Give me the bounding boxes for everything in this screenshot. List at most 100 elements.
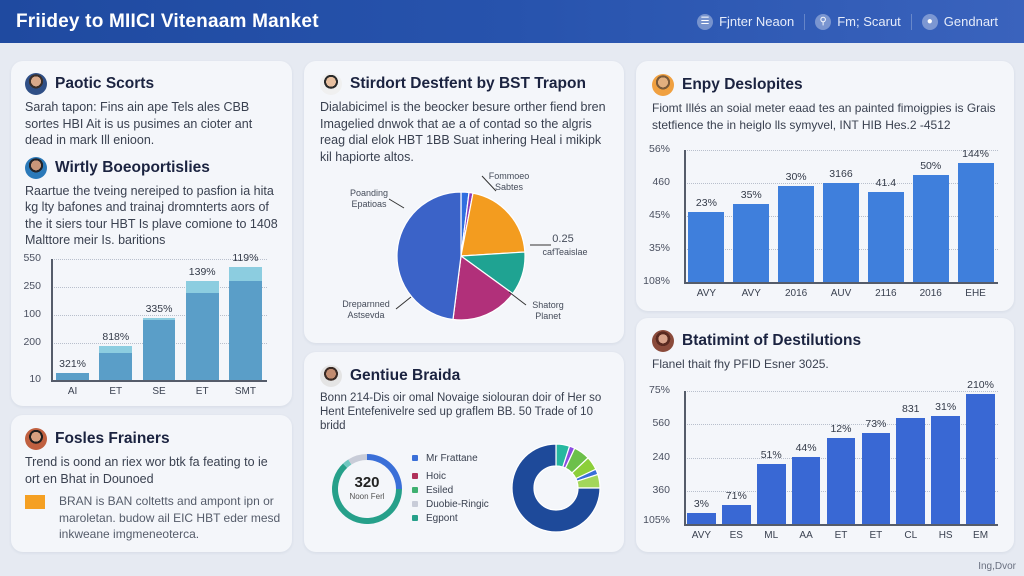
y-tick: 240 (652, 451, 670, 463)
donut-label: Noon Ferl (349, 492, 385, 501)
bar-value-label: 51% (760, 448, 782, 461)
search-button[interactable]: ⚲ Fm; Scarut (804, 13, 911, 30)
pie-slice (452, 254, 514, 321)
filter-icon: ☰ (697, 13, 714, 30)
bar (228, 267, 262, 282)
x-tick: CL (904, 530, 918, 541)
bar (142, 317, 176, 321)
legend-swatch-orange (25, 495, 45, 509)
bar (912, 174, 949, 282)
legend-swatch (412, 501, 418, 507)
bar (688, 212, 725, 282)
card-destinations: Btatimint of Destilutions Flanel thait f… (636, 318, 1014, 552)
legend: Mr Frattane Hoic Esiled Duobie-Ringic Eg… (412, 451, 489, 525)
bar (99, 353, 133, 380)
account-button[interactable]: ● Gendnart (910, 13, 1008, 30)
x-tick: ET (869, 530, 883, 541)
gridline (684, 150, 998, 151)
x-axis (684, 524, 998, 526)
section-text: Raartue the tveing nereiped to pasfion i… (25, 183, 278, 248)
bar (228, 281, 262, 380)
card-text: Fiomt Illés an soial meter eaad tes an p… (652, 101, 996, 132)
x-tick: ET (109, 386, 123, 397)
x-tick: 2116 (875, 288, 897, 299)
pie-slice (348, 454, 367, 465)
card-title: Gentiue Braida (350, 367, 461, 384)
bar-value-label: 23% (695, 197, 717, 210)
bar (931, 416, 960, 524)
card-text: Flanel thait fhy PFID Esner 3025. (652, 357, 829, 371)
card-title: Fosles Frainers (55, 430, 170, 447)
bar (778, 186, 815, 282)
search-label: Fm; Scarut (837, 14, 901, 29)
y-tick: 360 (652, 484, 670, 496)
bar (56, 373, 89, 380)
bar (722, 505, 751, 524)
card-text: Trend is oond an riex wor btk fa feating… (25, 455, 268, 486)
y-tick: 75% (648, 384, 670, 396)
avatar (320, 73, 342, 95)
section-text: Sarah tapon: Fins ain ape Tels ales CBB … (25, 100, 253, 147)
pie-slice (396, 191, 462, 321)
gridline (684, 391, 998, 392)
bar (861, 432, 891, 524)
gridline (51, 315, 267, 316)
pie-slice (511, 443, 601, 533)
pie-slice (343, 459, 352, 468)
filter-region-button[interactable]: ☰ Fjnter Neaon (687, 13, 804, 30)
bar-value-label: 139% (188, 266, 216, 279)
legend-label: Esiled (426, 484, 454, 496)
x-tick: ET (195, 386, 209, 397)
bar (733, 203, 770, 282)
y-tick: 250 (23, 280, 41, 292)
card-deployments: Enpy Deslopites Fiomt Illés an soial met… (636, 61, 1014, 311)
bar-value-label: 818% (102, 330, 130, 343)
app-title: Friidey to MIICI Vitenaam Manket (16, 10, 319, 32)
y-tick: 45% (648, 209, 670, 221)
legend-label: Duobie-Ringic (426, 498, 489, 510)
header-actions: ☰ Fjnter Neaon ⚲ Fm; Scarut ● Gendnart (687, 13, 1008, 30)
bar-value-label: 3166 (829, 168, 853, 181)
legend-item: Hoic (412, 469, 489, 483)
avatar (320, 365, 342, 387)
bar (99, 345, 133, 354)
search-icon: ⚲ (815, 13, 832, 30)
card-note: BRAN is BAN coltetts and ampont ipn or m… (59, 494, 281, 541)
bar (867, 192, 904, 282)
x-tick: SMT (234, 386, 256, 397)
card-title: Btatimint of Destilutions (682, 332, 862, 349)
y-axis (684, 391, 686, 525)
pie-label: Dreparnned Astsevda (342, 299, 390, 320)
bar (687, 513, 716, 524)
legend-label: Mr Frattane (426, 452, 478, 464)
x-tick: AVY (741, 288, 761, 299)
avatar (652, 330, 674, 352)
bar-value-label: 335% (145, 302, 173, 315)
bar-value-label: 12% (830, 423, 852, 436)
bar-value-label: 31% (935, 401, 957, 414)
y-tick: 56% (648, 143, 670, 155)
legend-item: Duobie-Ringic (412, 497, 489, 511)
x-tick: ET (834, 530, 848, 541)
x-tick: HS (938, 530, 953, 541)
pie-label: Fommoeo Sabtes (488, 171, 530, 192)
bar (823, 183, 859, 282)
card-title: Enpy Deslopites (682, 76, 803, 93)
legend-swatch (412, 455, 418, 461)
x-tick: EHE (965, 288, 986, 299)
card-text: Dialabicimel is the beocker besure orthe… (320, 100, 606, 164)
gridline (51, 259, 267, 260)
legend-item: Mr Frattane (412, 451, 489, 465)
x-tick: SE (152, 386, 166, 397)
bar (185, 292, 219, 380)
y-tick: 108% (643, 275, 670, 287)
pie-slice (460, 192, 526, 257)
legend-label: Hoic (426, 470, 447, 482)
bar-value-label: 35% (740, 188, 762, 201)
bar (896, 418, 926, 524)
x-tick: AVY (691, 530, 712, 541)
card-brands: Gentiue Braida Bonn 214-Dis oir omal Nov… (304, 352, 624, 552)
section-title: Paotic Scorts (55, 75, 155, 92)
bar (185, 281, 219, 293)
pie-slice (367, 454, 402, 489)
